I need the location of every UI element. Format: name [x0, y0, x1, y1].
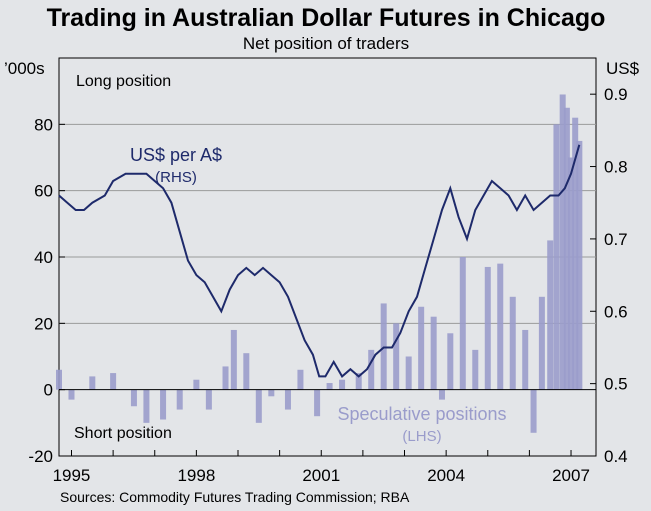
left-tick-label: 20 — [34, 314, 53, 333]
bar-series-label: Speculative positions — [337, 404, 506, 424]
x-tick-labels: 1995 1998 2001 2004 2007 — [53, 450, 590, 485]
bar — [538, 296, 545, 390]
bar — [297, 369, 304, 390]
right-tick-label: 0.8 — [604, 158, 628, 177]
bar — [68, 389, 75, 400]
left-tick-labels: -20 0 20 40 60 80 — [28, 115, 65, 466]
x-tick-label: 1998 — [177, 466, 215, 485]
chart-subtitle: Net position of traders — [243, 34, 409, 53]
bar — [459, 257, 466, 390]
bar — [497, 263, 504, 390]
right-tick-label: 0.9 — [604, 85, 628, 104]
gridlines — [59, 123, 596, 324]
bar — [284, 389, 291, 410]
bar — [553, 124, 560, 390]
bar — [205, 389, 212, 410]
bar — [509, 296, 516, 390]
bar — [193, 379, 200, 390]
right-tick-labels: 0.4 0.5 0.6 0.7 0.8 0.9 — [590, 85, 628, 466]
bar — [268, 389, 275, 397]
bar — [430, 316, 437, 390]
left-tick-label: 0 — [44, 381, 53, 400]
left-tick-label: 40 — [34, 248, 53, 267]
left-axis-unit: ’000s — [4, 59, 45, 78]
bar — [472, 349, 479, 390]
left-tick-label: -20 — [28, 447, 53, 466]
bar — [110, 373, 117, 390]
left-tick-label: 80 — [34, 115, 53, 134]
right-tick-label: 0.5 — [604, 375, 628, 394]
chart-title: Trading in Australian Dollar Futures in … — [47, 4, 606, 32]
bar — [563, 107, 570, 390]
x-tick-label: 2007 — [552, 466, 590, 485]
bar — [547, 240, 554, 390]
bar — [130, 389, 137, 407]
right-tick-label: 0.7 — [604, 230, 628, 249]
right-tick-label: 0.4 — [604, 447, 628, 466]
bar — [393, 323, 400, 390]
x-tick-label: 1995 — [53, 466, 91, 485]
left-tick-label: 60 — [34, 182, 53, 201]
bar — [326, 383, 333, 390]
bar — [484, 266, 491, 390]
bar — [339, 379, 346, 390]
bar — [418, 306, 425, 390]
line-series — [58, 144, 581, 378]
bar — [56, 369, 62, 390]
x-tick-label: 2004 — [427, 466, 465, 485]
bar — [572, 117, 579, 390]
bar-series — [56, 94, 583, 433]
right-axis-unit: US$ — [606, 59, 640, 78]
bar — [89, 376, 96, 390]
bar — [314, 389, 321, 417]
bar-series-axis-label: (LHS) — [402, 428, 441, 445]
line-series-axis-label: (RHS) — [155, 169, 197, 186]
bar — [355, 373, 362, 390]
right-tick-label: 0.6 — [604, 302, 628, 321]
bar — [176, 389, 183, 410]
bar — [222, 366, 229, 390]
bar — [160, 389, 167, 420]
line-series-label: US$ per A$ — [130, 145, 222, 165]
bar — [447, 333, 454, 390]
bar — [522, 329, 529, 390]
bar — [438, 389, 445, 400]
x-tick-label: 2001 — [302, 466, 340, 485]
bar — [405, 356, 412, 390]
bar — [559, 94, 566, 390]
bar — [530, 389, 537, 433]
bar — [576, 140, 583, 390]
bar — [143, 389, 150, 423]
bar — [243, 353, 250, 390]
sources-note: Sources: Commodity Futures Trading Commi… — [60, 489, 410, 505]
bar — [230, 329, 237, 390]
bar — [368, 349, 375, 390]
bar — [255, 389, 262, 423]
long-position-label: Long position — [76, 73, 171, 90]
short-position-label: Short position — [74, 425, 172, 442]
bar — [568, 157, 575, 390]
